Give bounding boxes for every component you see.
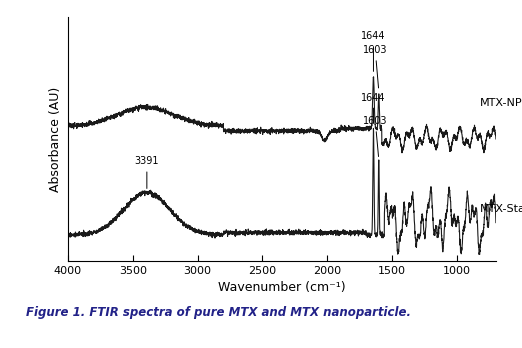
Text: 1644: 1644 — [361, 93, 386, 124]
Text: MTX-NP: MTX-NP — [480, 97, 522, 108]
Text: 3391: 3391 — [135, 156, 159, 189]
Text: 1644: 1644 — [361, 31, 386, 71]
Text: 1603: 1603 — [363, 45, 387, 88]
Y-axis label: Absorbance (AU): Absorbance (AU) — [49, 87, 62, 192]
Text: 1603: 1603 — [363, 116, 387, 157]
Text: MTX-Standard: MTX-Standard — [480, 204, 522, 214]
X-axis label: Wavenumber (cm⁻¹): Wavenumber (cm⁻¹) — [218, 282, 346, 294]
Text: Figure 1. FTIR spectra of pure MTX and MTX nanoparticle.: Figure 1. FTIR spectra of pure MTX and M… — [26, 306, 411, 319]
